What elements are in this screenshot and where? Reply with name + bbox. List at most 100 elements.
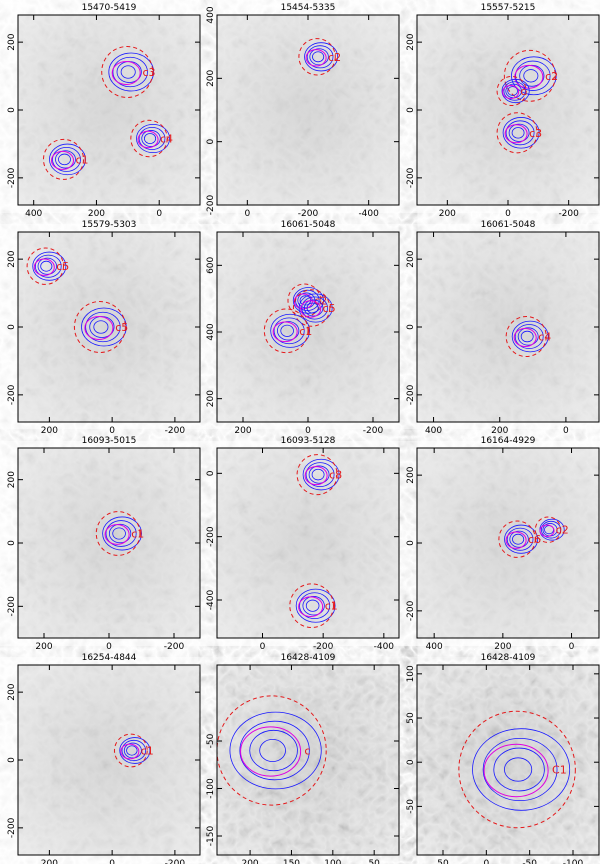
core-label: c2	[545, 70, 558, 83]
blue-contour	[40, 260, 53, 272]
dashed-circle	[289, 583, 334, 629]
blue-contour	[49, 143, 86, 176]
blue-contour	[305, 462, 335, 488]
blue-contour	[112, 527, 126, 540]
blue-contour	[504, 757, 533, 782]
magenta-contour	[505, 531, 527, 549]
blue-contour	[302, 596, 325, 616]
x-tick-label: -200	[298, 209, 319, 219]
blue-contour	[52, 146, 81, 172]
panel: c8 c1 16093-5128 0 -200 -400 -400 -200 0	[206, 436, 400, 652]
panel: c2 15454-5335 0 -200 -400 -200 0 200 400	[206, 3, 400, 219]
panel-title: 16061-5048	[481, 220, 536, 230]
y-tick-label: -200	[7, 817, 17, 838]
y-tick-label: 0	[7, 324, 17, 330]
magenta-contour	[104, 524, 130, 545]
core-label: c1	[131, 528, 144, 541]
x-tick-label: 200	[88, 209, 105, 219]
image-noise	[217, 15, 399, 205]
blue-contour	[143, 133, 157, 144]
dashed-circle	[534, 516, 562, 543]
blue-contour	[32, 251, 67, 281]
y-tick-label: 0	[206, 470, 216, 476]
blue-contour	[102, 516, 142, 551]
blue-contour	[81, 307, 127, 347]
y-tick-label: 200	[406, 466, 416, 483]
y-tick-label: 50	[406, 712, 416, 724]
x-tick-label: 400	[425, 426, 442, 436]
dashed-circle	[503, 49, 556, 102]
x-tick-label: 0	[106, 642, 112, 652]
y-tick-label: 0	[7, 107, 17, 113]
frame	[416, 664, 600, 856]
y-tick-label: -200	[7, 596, 17, 617]
blue-contour	[503, 81, 526, 101]
x-tick-label: 200	[41, 859, 58, 864]
image-noise	[18, 232, 200, 422]
dashed-circle	[298, 38, 336, 76]
core-label: c2	[556, 524, 569, 537]
y-tick-label: 0	[206, 139, 216, 145]
blue-contour	[482, 737, 558, 802]
y-tick-label: -200	[7, 384, 17, 405]
dashed-circle	[95, 511, 141, 556]
blue-contour	[55, 150, 76, 169]
blue-contour	[34, 254, 62, 278]
dashed-circle	[42, 138, 85, 180]
blue-contour	[511, 320, 549, 353]
panel-title: 15557-5215	[481, 3, 536, 13]
y-tick-label: 0	[406, 759, 416, 765]
dashed-circle	[73, 301, 126, 353]
x-tick-label: 0	[305, 426, 311, 436]
blue-contour	[112, 56, 148, 88]
core-label: c1	[325, 600, 338, 613]
x-tick-label: -400	[374, 642, 395, 652]
y-tick-label: -200	[7, 167, 17, 188]
blue-contour	[302, 458, 340, 491]
blue-contour	[511, 127, 525, 139]
x-tick-label: 200	[41, 426, 58, 436]
magenta-contour	[305, 49, 327, 67]
dashed-circle	[496, 75, 527, 107]
x-tick-label: -100	[563, 859, 584, 864]
dashed-circle	[496, 112, 538, 154]
y-tick-label: 200	[406, 250, 416, 267]
x-tick-label: 0	[109, 426, 115, 436]
x-tick-label: 0	[109, 859, 115, 864]
dashed-circle	[296, 454, 338, 496]
y-tick-label: 200	[7, 683, 17, 700]
blue-contour	[249, 729, 298, 772]
blue-contour	[108, 523, 132, 544]
dashed-circle	[458, 710, 576, 829]
blue-contour	[506, 527, 534, 551]
y-tick-label: 400	[206, 323, 216, 340]
panel-title: 16061-5048	[281, 220, 336, 230]
y-tick-label: 200	[206, 390, 216, 407]
blue-contour	[121, 739, 147, 762]
core-label: c4	[538, 331, 551, 344]
blue-contour	[309, 48, 329, 66]
core-label: c	[520, 85, 526, 98]
core-label: c6	[528, 533, 541, 546]
magenta-contour	[240, 726, 302, 777]
blue-contour	[277, 321, 300, 341]
blue-contour	[305, 599, 320, 612]
y-tick-label: 200	[7, 471, 17, 488]
blue-contour	[108, 52, 154, 92]
x-tick-label: 400	[25, 209, 42, 219]
dashed-circle	[287, 283, 322, 318]
y-tick-label: 0	[7, 540, 17, 546]
panel-title: 16164-4929	[481, 436, 536, 446]
blue-contour	[303, 299, 324, 317]
blue-contour	[515, 60, 551, 91]
x-tick-label: -200	[363, 426, 384, 436]
x-tick-label: 0	[483, 859, 489, 864]
blue-contour	[273, 317, 305, 345]
panel: C1 16428-4109 50 0 -50 -100 -50 0 50 100	[406, 653, 600, 864]
blue-contour	[270, 313, 311, 348]
panel-title: 15454-5335	[281, 3, 336, 13]
blue-contour	[138, 127, 166, 151]
panel-title: 15470-5419	[82, 3, 137, 13]
dashed-circle	[113, 733, 148, 768]
